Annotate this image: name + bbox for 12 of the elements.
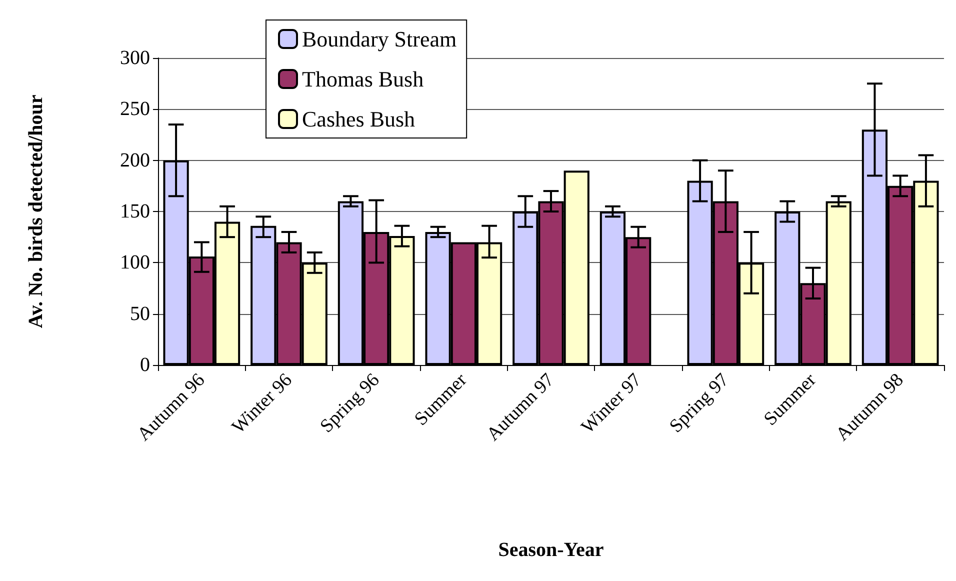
x-axis-title: Season-Year <box>498 539 604 561</box>
y-tick-label: 50 <box>130 302 150 325</box>
legend-label: Cashes Bush <box>302 106 416 132</box>
y-axis-title: Av. No. birds detected/hour <box>25 94 47 328</box>
legend-label: Thomas Bush <box>302 66 424 92</box>
y-tick-label: 0 <box>140 354 150 376</box>
legend-label: Boundary Stream <box>302 26 457 52</box>
y-tick-label: 100 <box>120 252 150 274</box>
y-tick-label: 300 <box>120 47 150 69</box>
y-tick-label: 250 <box>120 98 150 120</box>
y-tick-label: 150 <box>120 200 150 222</box>
y-tick-label: 200 <box>120 149 150 172</box>
